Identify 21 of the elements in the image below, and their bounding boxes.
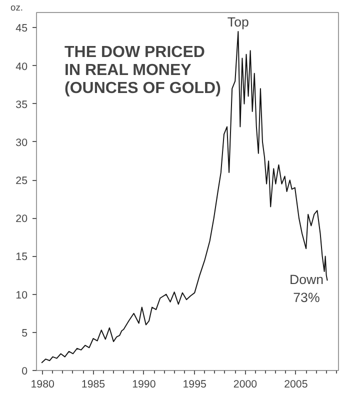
line-series xyxy=(41,31,328,364)
y-tick-label: 0 xyxy=(22,366,28,378)
y-tick-label: 30 xyxy=(16,136,28,149)
text: THE DOW PRICED IN REAL MONEY (OUNCES OF GOLD) xyxy=(64,44,221,97)
x-tick-label: 1980 xyxy=(30,378,55,390)
x-tick-label: 1985 xyxy=(81,378,106,390)
x-tick-label: 2005 xyxy=(284,378,308,390)
y-tick-label: 25 xyxy=(16,175,28,188)
annotation: Down 73% xyxy=(289,272,324,305)
y-tick-label: 5 xyxy=(22,327,28,340)
y-tick-label: 20 xyxy=(16,213,28,226)
y-tick-label: 15 xyxy=(16,251,28,264)
x-tick-label: 2000 xyxy=(233,378,258,390)
y-axis-title: oz. xyxy=(10,2,23,12)
y-tick-label: 10 xyxy=(16,289,28,302)
y-tick-label: 45 xyxy=(16,22,28,35)
annotation: Top xyxy=(227,14,249,30)
x-tick-label: 1995 xyxy=(182,378,207,390)
x-tick-label: 1990 xyxy=(132,378,156,390)
y-tick-label: 40 xyxy=(16,60,28,73)
y-tick-label: 35 xyxy=(16,98,28,111)
